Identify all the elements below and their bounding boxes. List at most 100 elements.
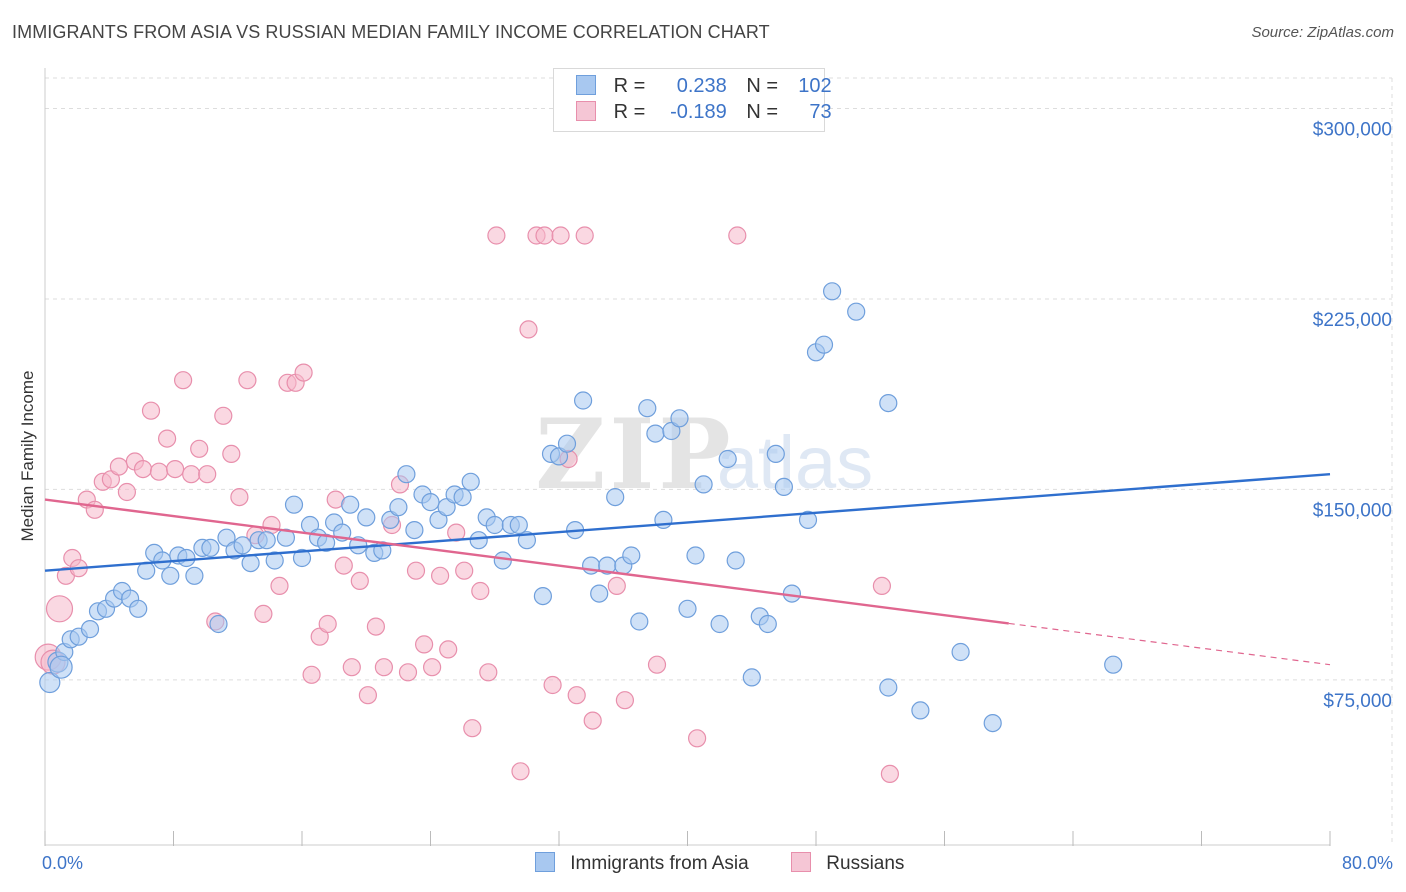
russians-point	[109, 457, 129, 476]
asia-point	[573, 391, 593, 410]
asia-point	[357, 508, 376, 527]
russians-point	[647, 655, 667, 674]
asia-point	[847, 302, 866, 321]
asia-point	[758, 614, 777, 634]
russians-point	[607, 576, 626, 596]
asia-point	[397, 465, 416, 484]
asia-trend-line	[44, 473, 1331, 572]
tick-labels: $75,000 $150,000 $225,000 $300,000 0.0% 80.0%	[42, 119, 1393, 873]
asia-point	[590, 584, 609, 603]
russians-point	[455, 561, 474, 580]
russians-point	[302, 665, 321, 684]
y-tick-label: $150,000	[1313, 500, 1392, 521]
asia-point	[341, 495, 360, 514]
asia-point	[646, 424, 665, 443]
russians-points	[34, 226, 900, 784]
russians-point	[872, 576, 892, 596]
russians-point	[880, 764, 900, 784]
asia-point	[951, 642, 970, 662]
russians-trend-line-extension	[1008, 622, 1331, 666]
trend-lines	[44, 473, 1331, 666]
asia-point	[662, 421, 681, 441]
russians-point	[133, 460, 153, 479]
correlation-legend: R = 0.238 N = 102 R = -0.189 N = 73	[553, 68, 832, 132]
asia-point	[798, 510, 818, 530]
russians-point	[254, 604, 273, 624]
asia-point	[678, 599, 697, 618]
russians-point	[174, 371, 193, 390]
asia-point	[284, 495, 304, 514]
y-tick-label: $300,000	[1313, 119, 1392, 140]
russians-point	[318, 614, 337, 634]
russians-point	[350, 571, 369, 591]
russians-point	[190, 439, 209, 458]
asia-point	[726, 551, 745, 570]
asia-point	[879, 678, 898, 697]
russians-point	[222, 444, 241, 463]
asia-point	[292, 548, 312, 568]
asia-point	[983, 713, 1002, 733]
asia-point	[129, 599, 148, 618]
asia-point	[774, 477, 794, 496]
asia-points	[39, 282, 1123, 733]
asia-point	[630, 612, 649, 631]
asia-point	[177, 548, 196, 568]
russians-trend-line	[44, 498, 1009, 625]
asia-point	[1104, 655, 1123, 674]
russians-point	[575, 226, 594, 245]
axes	[44, 68, 1331, 846]
legend-label-russians: Russians	[826, 853, 905, 874]
russians-point	[511, 762, 530, 781]
russians-point	[117, 482, 137, 502]
legend-item-asia: Immigrants from Asia	[535, 852, 749, 875]
source-credit: Source: ZipAtlas.com	[1251, 24, 1394, 41]
asia-point	[485, 515, 504, 535]
legend-n-label: N =	[746, 101, 779, 123]
russians-point	[543, 675, 562, 695]
russians-point	[487, 226, 506, 245]
asia-point	[670, 409, 689, 428]
y-axis-label: Median Family Income	[18, 370, 37, 541]
asia-point	[879, 394, 898, 413]
russians-point	[415, 635, 434, 654]
russians-point	[398, 663, 418, 682]
russians-point	[728, 226, 747, 245]
russians-point	[431, 566, 450, 585]
asia-point	[469, 531, 488, 550]
asia-point	[686, 546, 705, 565]
legend-r-value: 0.238	[676, 75, 727, 97]
russians-point	[158, 429, 177, 448]
russians-point	[238, 371, 257, 390]
asia-point	[622, 546, 641, 565]
asia-point	[822, 282, 842, 301]
russians-point	[141, 401, 161, 420]
asia-point	[405, 520, 424, 540]
russians-point	[479, 663, 498, 682]
legend-r-value: -0.189	[670, 101, 727, 123]
asia-point	[710, 614, 729, 634]
asia-point	[694, 475, 713, 494]
x-tick-label: 80.0%	[1342, 853, 1393, 873]
asia-point	[276, 528, 295, 547]
asia-point	[49, 655, 73, 679]
russians-point	[535, 226, 554, 245]
legend-row-asia: R = 0.238 N = 102	[576, 75, 832, 101]
asia-point	[161, 566, 180, 585]
russians-point	[567, 686, 586, 705]
asia-point	[185, 566, 204, 585]
legend-n-value: 102	[798, 75, 832, 97]
russians-point	[687, 729, 707, 748]
legend-n-label: N =	[746, 75, 779, 97]
asia-point	[453, 488, 472, 507]
y-tick-label: $75,000	[1323, 691, 1392, 712]
legend-r-label: R =	[613, 75, 646, 97]
russians-point	[463, 719, 482, 738]
russians-point	[342, 658, 361, 677]
legend-n-value: 73	[809, 101, 832, 123]
asia-point	[257, 531, 276, 550]
asia-point	[80, 619, 100, 639]
asia-point	[209, 614, 228, 634]
asia-point	[233, 536, 252, 555]
